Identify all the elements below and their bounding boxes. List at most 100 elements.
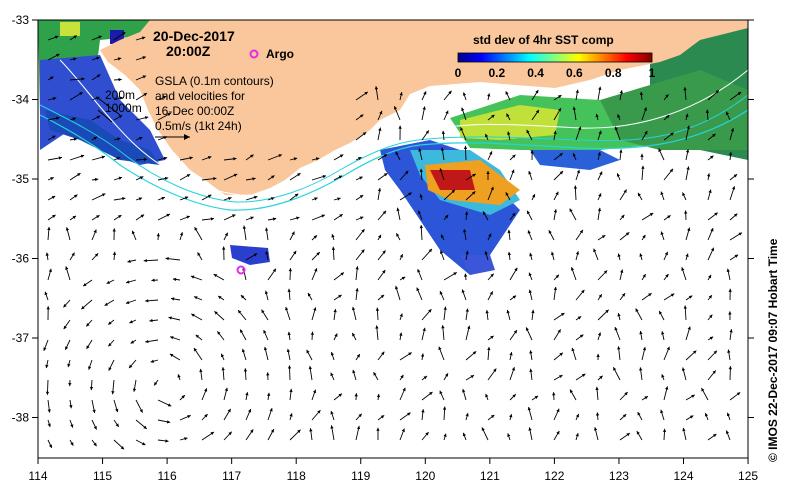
- velocity-arrow-head: [170, 336, 174, 340]
- gsla-line-4: 0.5m/s (1kt 24h): [155, 119, 242, 133]
- velocity-arrow-head: [70, 424, 74, 428]
- velocity-arrow-head: [250, 429, 254, 433]
- velocity-arrow-head: [399, 254, 403, 258]
- velocity-arrow-head: [340, 272, 344, 276]
- velocity-arrow-head: [529, 368, 533, 373]
- velocity-arrow-head: [419, 194, 423, 198]
- velocity-arrow-head: [193, 348, 198, 352]
- velocity-arrow-head: [358, 413, 362, 418]
- velocity-arrow-head: [490, 273, 494, 278]
- velocity-arrow-head: [593, 427, 598, 431]
- velocity-arrow-head: [224, 232, 228, 237]
- velocity-arrow-head: [125, 300, 130, 305]
- velocity-arrow-head: [117, 215, 122, 219]
- velocity-arrow-head: [375, 325, 379, 329]
- velocity-arrow-head: [573, 185, 578, 189]
- y-axis: -33 -34 -35 -36 -37 -38: [12, 13, 754, 425]
- velocity-arrow-head: [96, 74, 101, 78]
- velocity-arrow-head: [361, 249, 365, 253]
- velocity-arrow-head: [165, 256, 169, 261]
- velocity-arrow-head: [314, 268, 318, 272]
- velocity-arrow-head: [709, 336, 714, 340]
- velocity-arrow-head: [528, 427, 532, 431]
- velocity-arrow-head: [96, 115, 101, 119]
- velocity-arrow-head: [139, 409, 143, 413]
- velocity-arrow-head: [529, 350, 533, 354]
- velocity-arrow-head: [642, 274, 646, 278]
- velocity-arrow-head: [506, 309, 510, 314]
- velocity-arrow-head: [321, 214, 325, 218]
- velocity-arrow-head: [421, 409, 425, 413]
- velocity-arrow-head: [218, 295, 222, 300]
- velocity-arrow-head: [550, 251, 555, 256]
- velocity-arrow-head: [484, 251, 488, 255]
- velocity-arrow-head: [708, 274, 712, 279]
- velocity-arrow-head: [686, 125, 691, 129]
- velocity-arrow-head: [186, 174, 191, 178]
- velocity-arrow-head: [359, 114, 364, 118]
- velocity-arrow-head: [121, 32, 126, 36]
- velocity-arrow-head: [560, 312, 565, 317]
- velocity-arrow-head: [701, 387, 705, 392]
- velocity-arrow-head: [81, 305, 85, 310]
- velocity-arrow-head: [270, 429, 274, 433]
- velocity-arrow-head: [122, 196, 126, 201]
- velocity-arrow-head: [194, 227, 198, 231]
- velocity-arrow-head: [599, 171, 603, 175]
- velocity-arrow-head: [139, 176, 144, 180]
- velocity-arrow-head: [253, 195, 258, 199]
- velocity-arrow-head: [637, 412, 641, 416]
- velocity-arrow-head: [572, 106, 576, 111]
- velocity-arrow-head: [339, 214, 343, 218]
- velocity-arrow-head: [94, 177, 99, 182]
- velocity-arrow-head: [330, 352, 335, 356]
- velocity-arrow-head: [399, 313, 403, 317]
- velocity-arrow-head: [307, 293, 311, 297]
- velocity-arrow-head: [265, 251, 269, 255]
- velocity-arrow-head: [313, 307, 317, 311]
- velocity-arrow-head: [569, 208, 573, 213]
- velocity-arrow-head: [50, 177, 54, 181]
- velocity-arrow-head: [532, 194, 536, 198]
- velocity-arrows: [43, 31, 743, 450]
- velocity-arrow-head: [705, 109, 710, 113]
- velocity-arrow-head: [619, 149, 623, 153]
- velocity-arrow-head: [622, 414, 627, 418]
- velocity-arrow-head: [575, 413, 579, 418]
- x-tick-label: 117: [222, 469, 241, 483]
- velocity-arrow-head: [187, 415, 191, 419]
- bathy-label-200m: 200m: [105, 88, 135, 102]
- velocity-arrow-head: [217, 331, 221, 335]
- velocity-arrow-head: [378, 127, 382, 131]
- velocity-arrow-head: [48, 268, 52, 273]
- velocity-arrow-head: [355, 266, 359, 270]
- velocity-arrow-head: [145, 299, 149, 303]
- velocity-arrow-head: [641, 165, 645, 169]
- velocity-arrow-head: [491, 114, 495, 119]
- velocity-arrow-head: [93, 229, 97, 234]
- velocity-arrow-head: [117, 137, 121, 141]
- velocity-arrow-head: [108, 367, 112, 371]
- velocity-arrow-head: [514, 267, 518, 272]
- velocity-arrow-head: [359, 195, 364, 199]
- velocity-arrow-head: [197, 252, 201, 256]
- velocity-arrow-head: [56, 53, 60, 57]
- velocity-arrow-head: [529, 252, 533, 257]
- velocity-arrow-head: [621, 214, 625, 219]
- velocity-arrow-head: [339, 154, 344, 158]
- velocity-arrow-head: [481, 427, 485, 431]
- velocity-arrow-head: [115, 408, 119, 413]
- velocity-arrow-head: [472, 191, 476, 195]
- velocity-arrow-head: [639, 91, 644, 96]
- velocity-arrow-head: [704, 413, 709, 417]
- velocity-arrow-head: [507, 433, 511, 437]
- velocity-arrow-head: [204, 414, 208, 418]
- colorbar: std dev of 4hr SST comp 0 0.2 0.4 0.6 0.8 1: [455, 33, 656, 80]
- velocity-arrow-head: [689, 415, 694, 419]
- velocity-arrow-head: [534, 395, 539, 399]
- velocity-arrow-head: [487, 346, 491, 351]
- velocity-arrow-head: [513, 330, 517, 334]
- velocity-arrow-head: [601, 235, 606, 239]
- velocity-arrow-head: [101, 193, 106, 197]
- velocity-arrow-head: [736, 392, 741, 396]
